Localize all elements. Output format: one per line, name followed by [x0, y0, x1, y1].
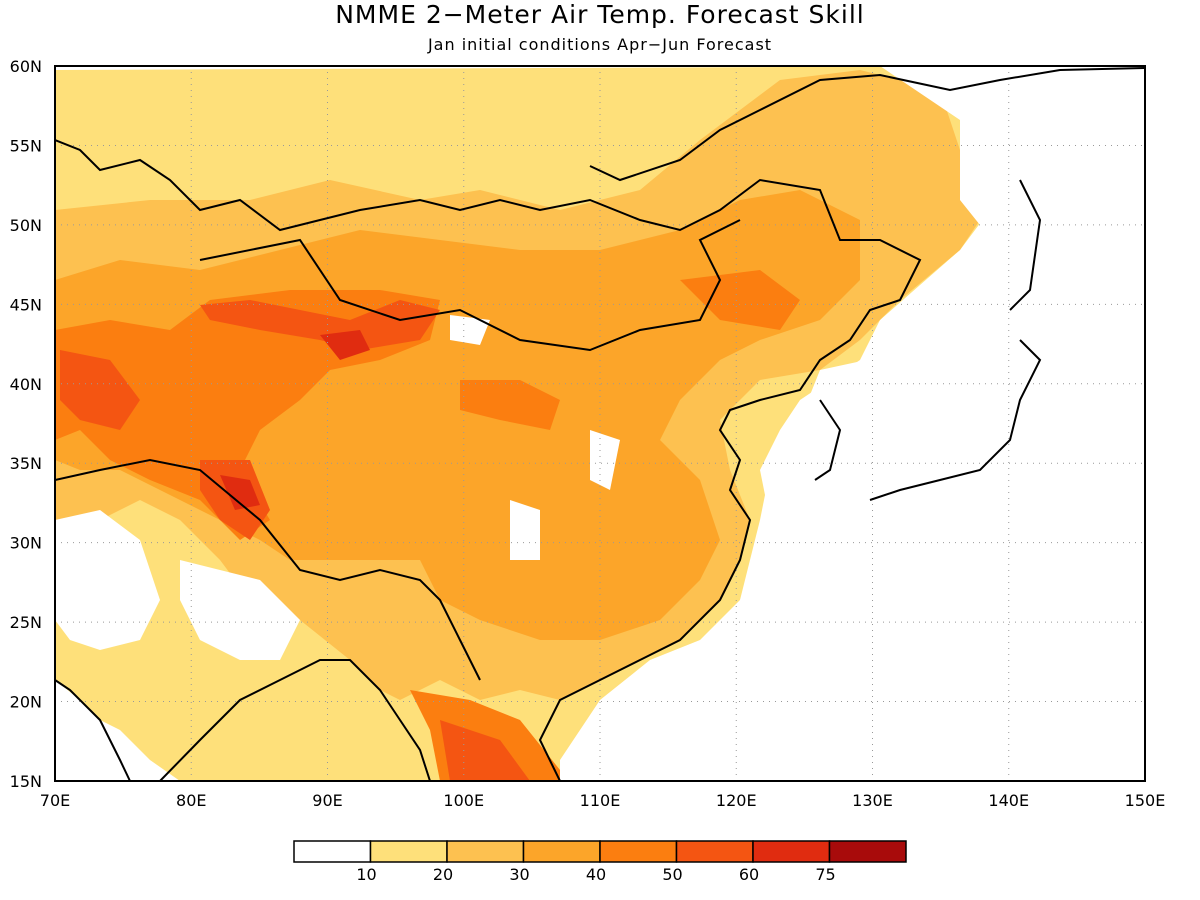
legend-tick-label: 50: [662, 865, 682, 884]
legend-swatch: [293, 840, 372, 863]
low-skill-ganges: [180, 560, 300, 660]
lon-label-120e: 120E: [716, 791, 757, 810]
lat-label-25n: 25N: [10, 613, 42, 632]
lat-label-55n: 55N: [10, 136, 42, 155]
lon-label-130e: 130E: [852, 791, 893, 810]
legend-tick-label: 75: [815, 865, 835, 884]
legend-tick-label: 60: [739, 865, 759, 884]
skill-band-50-60-west: [60, 350, 140, 430]
legend-swatch: [369, 840, 448, 863]
low-skill-gobi: [450, 315, 490, 345]
lat-label-40n: 40N: [10, 375, 42, 394]
legend-swatch: [446, 840, 525, 863]
latitude-labels: 60N 55N 50N 45N 40N 35N 30N 25N 20N 15N: [10, 57, 42, 791]
legend-swatch: [522, 840, 601, 863]
low-skill-india: [55, 510, 160, 650]
skill-band-60-75-north: [320, 330, 370, 360]
legend-swatch: [675, 840, 754, 863]
low-skill-sichuan: [510, 500, 540, 560]
lon-label-80e: 80E: [176, 791, 206, 810]
lon-label-100e: 100E: [443, 791, 484, 810]
map-frame: [54, 65, 1146, 782]
lat-label-35n: 35N: [10, 454, 42, 473]
ocean-no-data: [740, 300, 1145, 781]
longitude-labels: 70E 80E 90E 100E 110E 120E 130E 140E 150E: [40, 791, 1166, 810]
legend-tick-label: 10: [356, 865, 376, 884]
lat-label-45n: 45N: [10, 295, 42, 314]
legend-swatch: [828, 840, 907, 863]
lat-label-50n: 50N: [10, 216, 42, 235]
skill-shading: [55, 66, 1145, 781]
skill-band-40-50-mongolia: [680, 270, 800, 330]
lon-label-110e: 110E: [580, 791, 621, 810]
legend-tick-label: 20: [433, 865, 453, 884]
coastlines: [55, 67, 1145, 781]
lat-label-30n: 30N: [10, 534, 42, 553]
lon-label-90e: 90E: [312, 791, 342, 810]
lat-label-60n: 60N: [10, 57, 42, 76]
lat-label-15n: 15N: [10, 772, 42, 791]
legend-swatch: [752, 840, 831, 863]
lat-label-20n: 20N: [10, 693, 42, 712]
legend-tick-label: 30: [509, 865, 529, 884]
skill-band-50-60-thailand: [440, 720, 530, 781]
lon-label-140e: 140E: [988, 791, 1029, 810]
map-subtitle: Jan initial conditions Apr−Jun Forecast: [427, 35, 773, 54]
legend-tick-label: 40: [586, 865, 606, 884]
legend-swatch: [599, 840, 678, 863]
far-east-no-data: [880, 66, 1145, 300]
skill-band-40-50-central: [460, 380, 560, 430]
low-skill-china: [590, 430, 620, 490]
map-title: NMME 2−Meter Air Temp. Forecast Skill: [335, 0, 865, 29]
lon-label-150e: 150E: [1125, 791, 1166, 810]
lon-label-70e: 70E: [40, 791, 70, 810]
skill-band-60-75: [220, 475, 260, 510]
